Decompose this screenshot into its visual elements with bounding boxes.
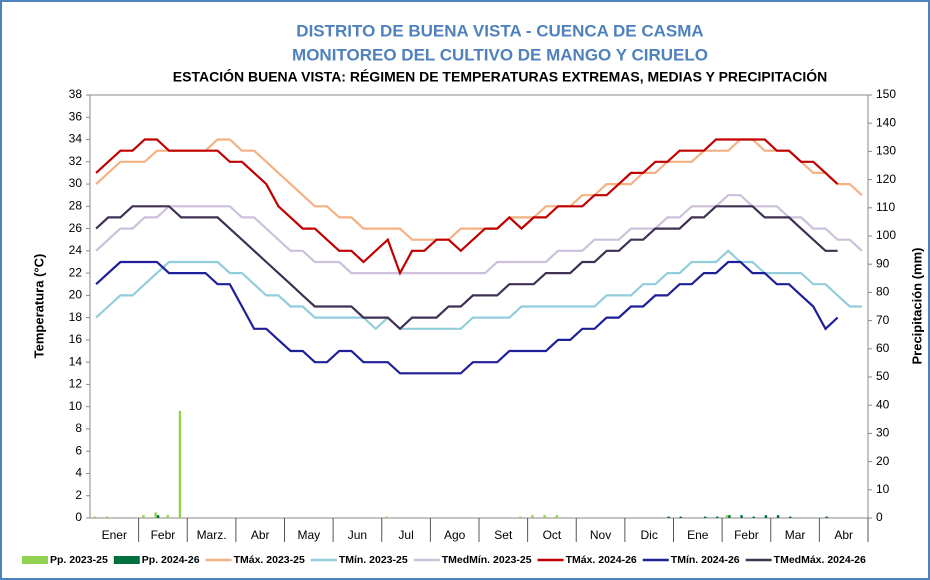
bar (752, 516, 755, 518)
y-tick-label: 4 (75, 466, 82, 480)
y-tick-label: 16 (69, 332, 83, 346)
y-tick-label: 30 (69, 176, 83, 190)
y-tick-label: 34 (69, 132, 83, 146)
bar (156, 515, 160, 518)
x-tick-label: Ene (687, 528, 709, 542)
y-tick-label: 38 (69, 87, 83, 101)
y-axis-title: Temperatura (°C) (31, 254, 46, 359)
x-tick-label: Mar (785, 528, 806, 542)
x-tick-label: Febr (151, 528, 176, 542)
x-tick-label: Abr (834, 528, 853, 542)
y2-tick-label: 100 (876, 228, 896, 242)
bar (93, 516, 97, 518)
bar (519, 516, 522, 518)
y2-tick-label: 80 (876, 285, 890, 299)
y2-tick-label: 10 (876, 482, 890, 496)
bar (728, 515, 731, 518)
y-tick-label: 8 (75, 421, 82, 435)
y2-tick-label: 140 (876, 115, 896, 129)
bar (788, 516, 792, 518)
y-tick-label: 2 (75, 488, 82, 502)
legend-label: TMín. 2024-26 (671, 554, 740, 566)
x-tick-label: Abr (251, 528, 270, 542)
x-tick-label: Nov (590, 528, 611, 542)
bar (679, 516, 683, 518)
line-series (95, 260, 839, 375)
x-tick-label: Oct (543, 528, 562, 542)
chart-subtitle-2: ESTACIÓN BUENA VISTA: RÉGIMEN DE TEMPERA… (173, 68, 827, 85)
y-tick-label: 0 (75, 510, 82, 524)
y2-tick-label: 60 (876, 341, 890, 355)
bar (764, 515, 768, 518)
bar (154, 512, 157, 518)
bar (825, 516, 828, 518)
line-series (95, 249, 862, 331)
bar (555, 515, 559, 518)
y2-axis-title: Precipitación (mm) (909, 247, 924, 364)
y-tick-label: 28 (69, 198, 83, 212)
y-tick-label: 18 (69, 310, 83, 324)
bar (703, 516, 707, 518)
line-series (95, 138, 863, 241)
y2-tick-label: 120 (876, 172, 896, 186)
legend-label: Pp. 2024-26 (142, 554, 200, 566)
bar (142, 515, 145, 518)
x-tick-label: Jul (398, 528, 413, 542)
y-tick-label: 26 (69, 221, 83, 235)
line-series (95, 138, 839, 276)
y2-tick-label: 150 (876, 87, 896, 101)
y2-tick-label: 20 (876, 454, 890, 468)
chart-subtitle: MONITOREO DEL CULTIVO DE MANGO Y CIRUELO (292, 45, 708, 64)
bar (166, 515, 170, 518)
y2-tick-label: 50 (876, 369, 890, 383)
bar (716, 516, 719, 518)
legend-label: TMín. 2023-25 (339, 554, 408, 566)
y2-tick-label: 30 (876, 426, 890, 440)
x-tick-label: Marz. (197, 528, 227, 542)
y2-tick-label: 130 (876, 144, 896, 158)
bar (105, 516, 109, 518)
bar (531, 515, 534, 518)
y-tick-label: 36 (69, 109, 83, 123)
x-tick-label: May (297, 528, 320, 542)
bar (543, 515, 546, 518)
bar (776, 515, 780, 518)
legend-label: TMedMáx. 2024-26 (774, 554, 866, 566)
y2-tick-label: 40 (876, 397, 890, 411)
y-tick-label: 6 (75, 443, 82, 457)
y-tick-label: 14 (69, 354, 83, 368)
y2-tick-label: 90 (876, 256, 890, 270)
y-tick-label: 12 (69, 377, 83, 391)
chart-title: DISTRITO DE BUENA VISTA - CUENCA DE CASM… (296, 21, 703, 40)
bar (667, 516, 670, 518)
x-tick-label: Dic (641, 528, 658, 542)
line-series (95, 194, 863, 275)
bar (385, 516, 388, 518)
bar (178, 410, 182, 518)
legend-swatch (22, 556, 48, 564)
bar (740, 515, 743, 518)
bar (725, 515, 729, 518)
y-tick-label: 22 (69, 265, 83, 279)
x-tick-label: Jun (348, 528, 367, 542)
x-tick-label: Set (494, 528, 513, 542)
legend-label: TMedMín. 2023-25 (442, 554, 532, 566)
legend-label: TMáx. 2023-25 (234, 554, 305, 566)
legend-label: Pp. 2023-25 (50, 554, 108, 566)
legend-label: TMáx. 2024-26 (566, 554, 637, 566)
x-tick-label: Febr (734, 528, 759, 542)
y2-tick-label: 0 (876, 510, 883, 524)
y-tick-label: 24 (69, 243, 83, 257)
x-tick-label: Ener (102, 528, 127, 542)
y2-tick-label: 110 (876, 200, 895, 214)
y2-tick-label: 70 (876, 313, 890, 327)
y-tick-label: 10 (69, 399, 83, 413)
x-tick-label: Ago (444, 528, 466, 542)
y-tick-label: 32 (69, 154, 83, 168)
y-tick-label: 20 (69, 288, 83, 302)
line-series (95, 205, 838, 331)
legend-swatch (113, 556, 140, 564)
